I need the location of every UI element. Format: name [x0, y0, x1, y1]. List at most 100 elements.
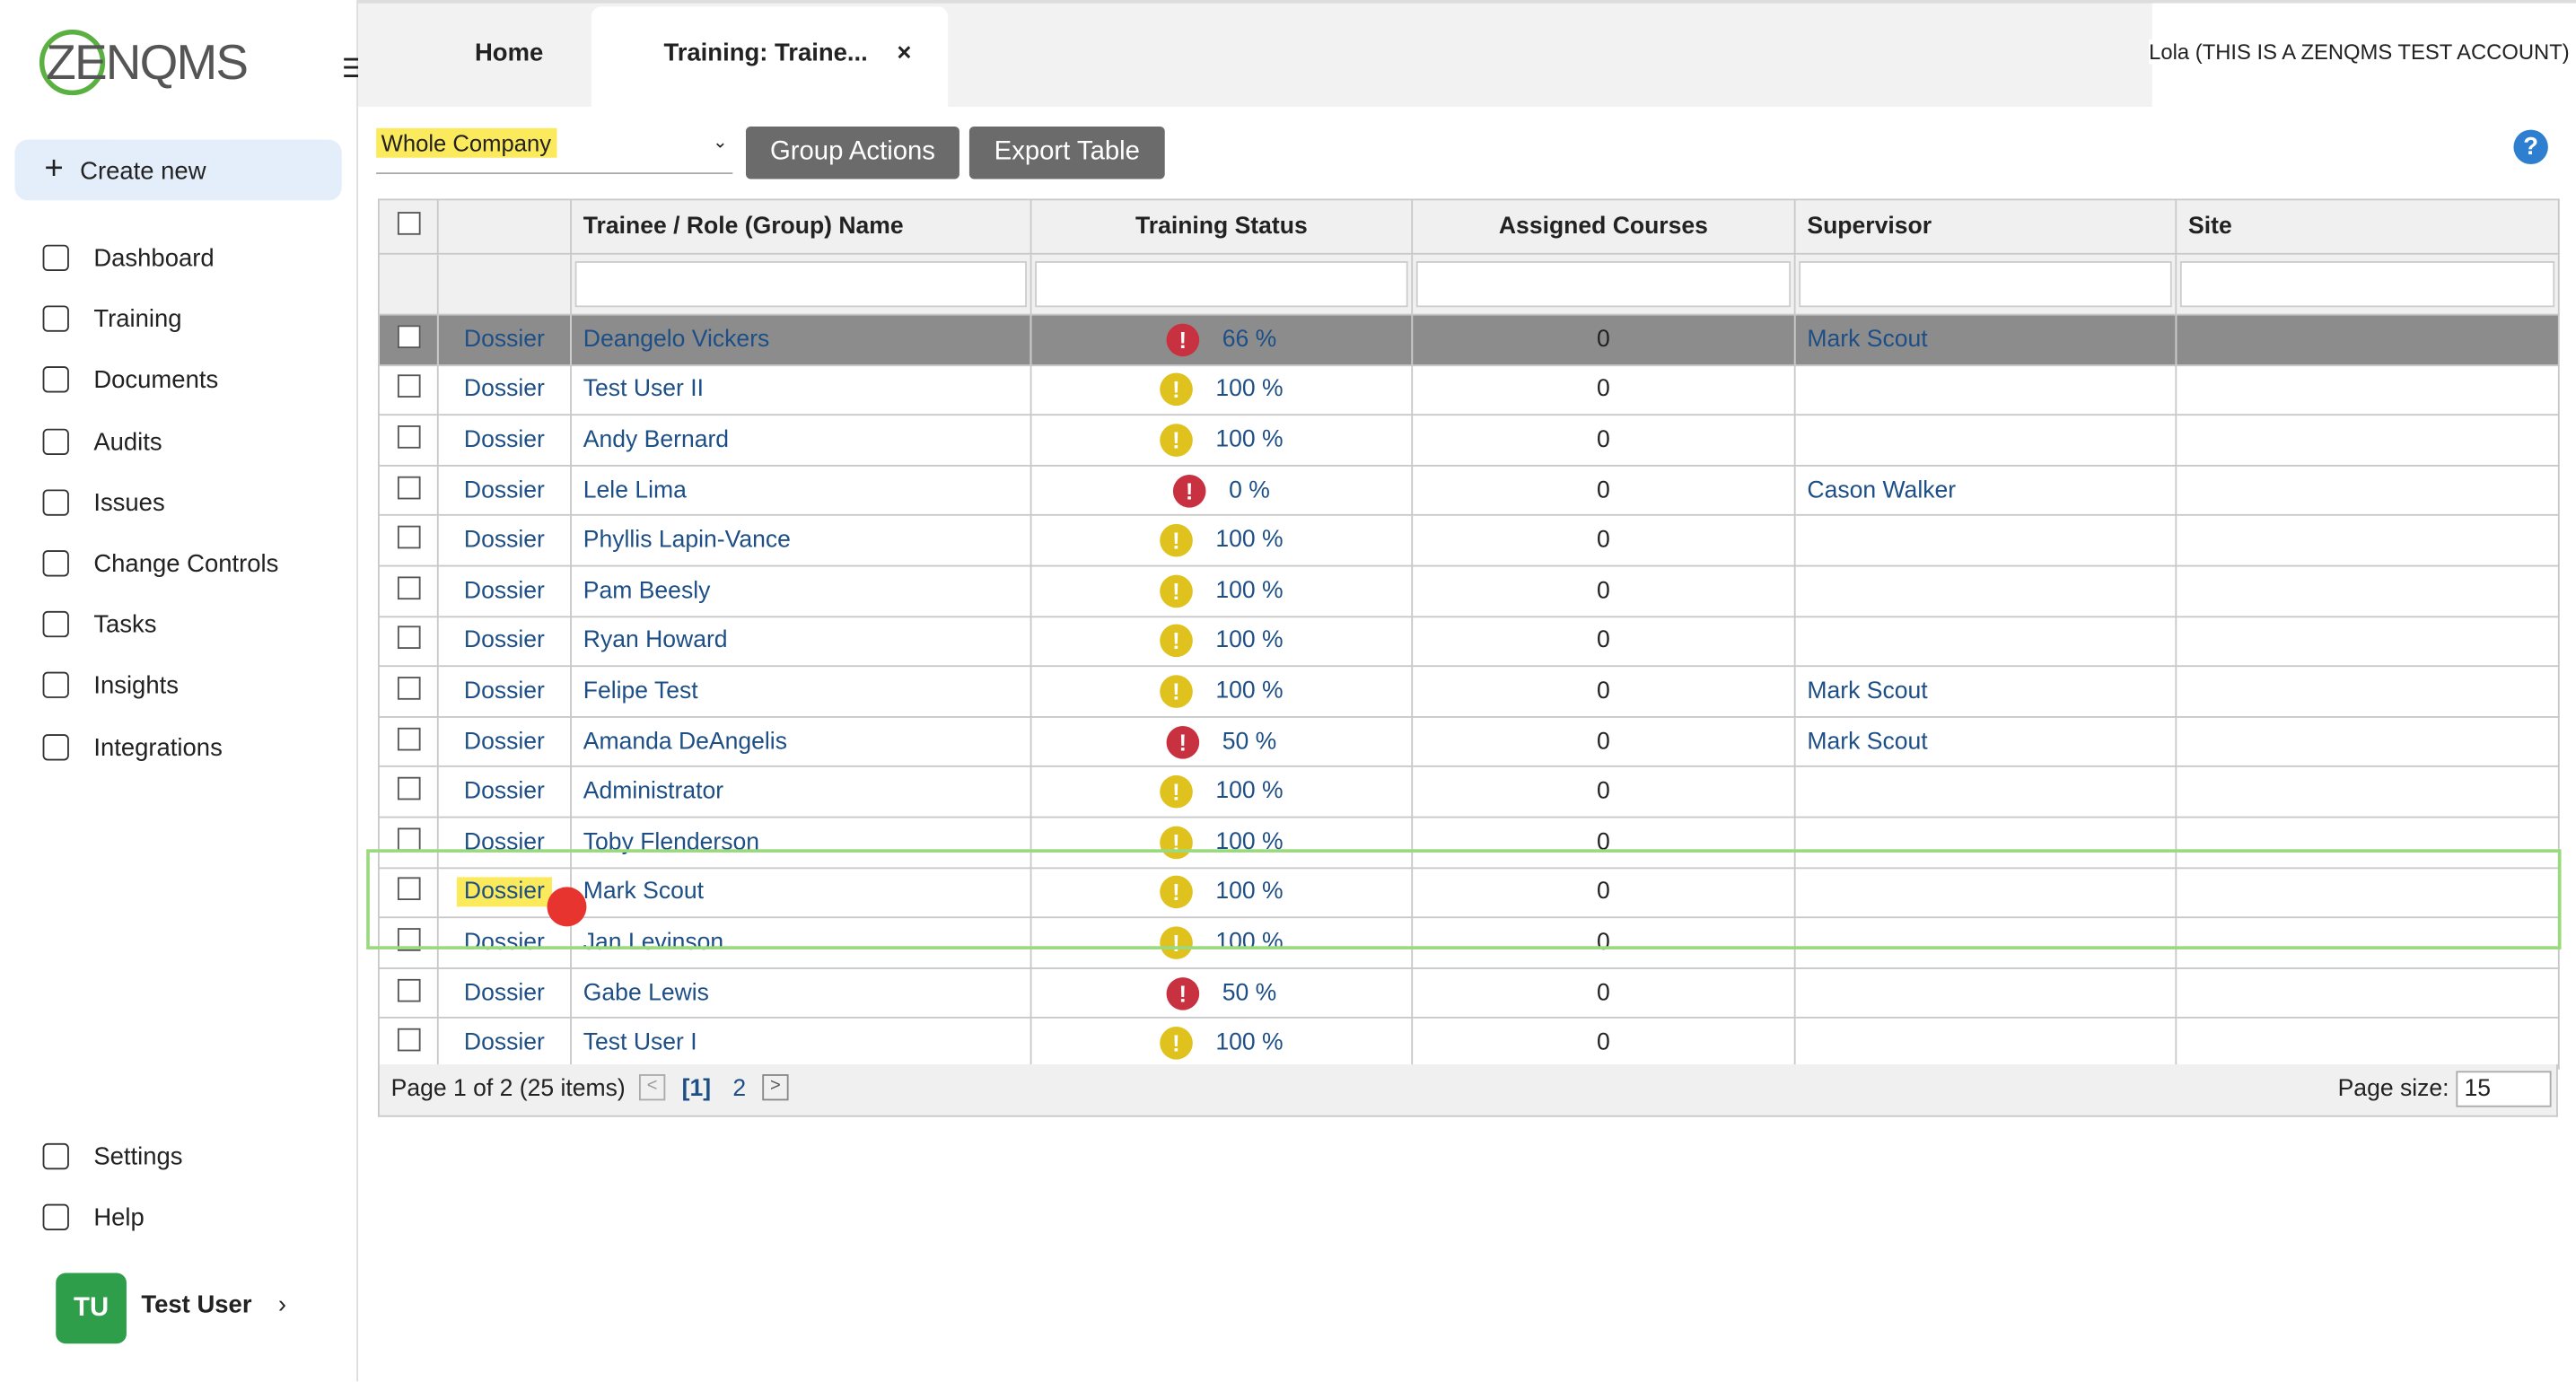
name-cell[interactable]: Felipe Test [570, 665, 1032, 718]
name-cell[interactable]: Andy Bernard [570, 414, 1032, 467]
column-header[interactable]: Assigned Courses [1411, 198, 1796, 255]
table-row[interactable]: Dossier Pam Beesly! 100 % 0 [377, 564, 2560, 617]
table-row[interactable]: Dossier Ryan Howard! 100 % 0 [377, 615, 2560, 668]
table-row[interactable]: Dossier Administrator! 100 % 0 [377, 765, 2560, 818]
group-actions[interactable]: Group Actions [745, 126, 959, 179]
column-header[interactable]: Supervisor [1793, 198, 2177, 255]
type-link[interactable]: Dossier [463, 477, 545, 504]
table-row[interactable]: Dossier Jan Levinson! 100 % 0 [377, 916, 2560, 969]
type-link[interactable]: Dossier [463, 1029, 545, 1057]
checkbox[interactable] [397, 827, 420, 851]
table-row[interactable]: Dossier Andy Bernard! 100 % 0 [377, 414, 2560, 467]
name-cell[interactable]: Toby Flenderson [570, 816, 1032, 869]
nav-item[interactable]: Help [42, 1203, 145, 1236]
checkbox[interactable] [397, 626, 420, 650]
checkbox[interactable] [397, 978, 420, 1002]
type-link[interactable]: Dossier [463, 728, 545, 756]
nav-item[interactable]: Tasks [42, 609, 157, 643]
name-cell[interactable]: Pam Beesly [570, 564, 1032, 617]
create-new[interactable]: + Create new [14, 139, 342, 201]
checkbox[interactable] [397, 425, 420, 449]
table-row[interactable]: Dossier Toby Flenderson! 100 % 0 [377, 816, 2560, 869]
nav-item[interactable]: Audits [42, 426, 162, 459]
checkbox[interactable] [397, 325, 420, 348]
next-page[interactable]: > [762, 1074, 789, 1101]
nav-item[interactable]: Change Controls [42, 548, 279, 582]
export-table[interactable]: Export Table [968, 126, 1165, 179]
name-cell[interactable]: Lele Lima [570, 464, 1032, 517]
nav-item[interactable]: Dashboard [42, 243, 215, 276]
supervisor-cell[interactable]: Mark Scout [1793, 665, 2177, 718]
type-link[interactable]: Dossier [463, 326, 545, 354]
supervisor-cell[interactable]: Cason Walker [1793, 464, 2177, 517]
user-name[interactable]: Test User › [141, 1291, 286, 1319]
table-row[interactable]: Dossier Test User II! 100 % 0 [377, 363, 2560, 416]
name-cell[interactable]: Amanda DeAngelis [570, 715, 1032, 768]
nav-item[interactable]: Documents [42, 365, 218, 398]
supervisor-cell[interactable]: Mark Scout [1793, 313, 2177, 366]
name-cell[interactable]: Gabe Lewis [570, 967, 1032, 1019]
current-page[interactable]: [1] [681, 1075, 712, 1103]
column-header[interactable]: Trainee / Role (Group) Name [570, 198, 1032, 255]
nav-item[interactable]: Integrations [42, 732, 223, 765]
checkbox[interactable] [397, 375, 420, 398]
table-row[interactable]: Dossier Deangelo Vickers! 66 % 0 Mark Scout [377, 313, 2560, 366]
name-cell[interactable]: Test User I [570, 1017, 1032, 1070]
nav-item[interactable]: Settings [42, 1141, 183, 1175]
checkbox[interactable] [397, 777, 420, 800]
table-row[interactable]: Dossier Lele Lima! 0 % 0 Cason Walker [377, 464, 2560, 517]
supervisor-cell[interactable]: Mark Scout [1793, 715, 2177, 768]
name-cell[interactable]: Jan Levinson [570, 916, 1032, 969]
type-link[interactable]: Dossier [463, 929, 545, 957]
nav-item[interactable]: Insights [42, 671, 179, 704]
checkbox[interactable] [397, 576, 420, 599]
table-row[interactable]: Dossier Phyllis Lapin-Vance! 100 % 0 [377, 514, 2560, 567]
courses-cell: 0 [1411, 363, 1796, 416]
checkbox[interactable] [397, 878, 420, 901]
type-link[interactable]: Dossier [463, 678, 545, 705]
table-row[interactable]: Dossier Gabe Lewis! 50 % 0 [377, 967, 2560, 1019]
filter-input[interactable] [2179, 261, 2555, 308]
checkbox[interactable] [397, 727, 420, 750]
table-row[interactable]: Dossier Felipe Test! 100 % 0 Mark Scout [377, 665, 2560, 718]
type-link[interactable]: Dossier [457, 878, 552, 907]
name-cell[interactable]: Phyllis Lapin-Vance [570, 514, 1032, 567]
name-cell[interactable]: Administrator [570, 765, 1032, 818]
type-link[interactable]: Dossier [463, 778, 545, 806]
filter-input[interactable] [1415, 261, 1792, 308]
column-header[interactable]: Site [2175, 198, 2560, 255]
filter-input[interactable] [1035, 261, 1408, 308]
filter-input[interactable] [1799, 261, 2172, 308]
help-icon[interactable]: ? [2513, 129, 2548, 165]
name-cell[interactable]: Test User II [570, 363, 1032, 416]
checkbox[interactable] [397, 476, 420, 499]
name-cell[interactable]: Deangelo Vickers [570, 313, 1032, 366]
select-all[interactable] [377, 198, 439, 255]
column-header[interactable]: Training Status [1030, 198, 1414, 255]
filter-input[interactable] [574, 261, 1027, 308]
page-link[interactable]: 2 [732, 1075, 747, 1103]
checkbox[interactable] [397, 526, 420, 549]
checkbox[interactable] [397, 212, 420, 235]
checkbox[interactable] [397, 677, 420, 700]
group-filter[interactable]: Whole Company ⌄ [376, 127, 733, 175]
type-link[interactable]: Dossier [463, 577, 545, 605]
type-link[interactable]: Dossier [463, 376, 545, 404]
type-link[interactable]: Dossier [463, 426, 545, 454]
nav-item[interactable]: Issues [42, 487, 165, 520]
tab-training[interactable]: Training: Traine... × [591, 6, 949, 107]
type-link[interactable]: Dossier [463, 979, 545, 1007]
tab-home[interactable]: Home [402, 6, 588, 107]
tab-close[interactable]: × [897, 39, 912, 68]
table-row[interactable]: Dossier Test User I! 100 % 0 [377, 1017, 2560, 1070]
page-size[interactable]: 15 [2456, 1071, 2552, 1107]
table-row[interactable]: Dossier Mark Scout! 100 % 0 [377, 866, 2560, 919]
prev-page[interactable]: < [639, 1074, 666, 1101]
type-link[interactable]: Dossier [463, 527, 545, 555]
checkbox[interactable] [397, 1028, 420, 1052]
nav-item[interactable]: Training [42, 304, 182, 337]
table-row[interactable]: Dossier Amanda DeAngelis! 50 % 0 Mark Scout [377, 715, 2560, 768]
name-cell[interactable]: Ryan Howard [570, 615, 1032, 668]
type-link[interactable]: Dossier [463, 627, 545, 655]
avatar[interactable]: TU [56, 1273, 127, 1344]
